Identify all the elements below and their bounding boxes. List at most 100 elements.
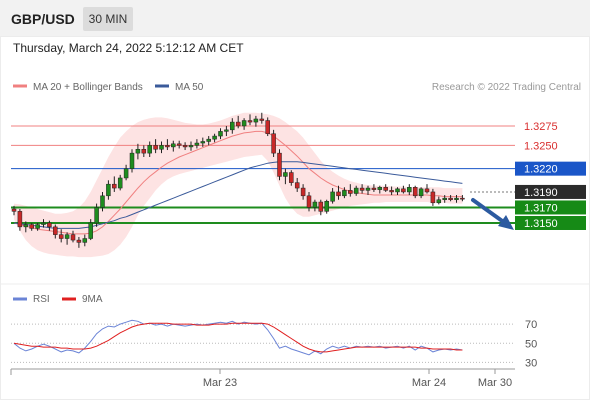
candle <box>53 224 58 239</box>
candle <box>277 149 282 181</box>
candle-body <box>359 187 365 191</box>
candle <box>306 191 312 212</box>
candle-body <box>17 211 23 228</box>
candle-body <box>153 145 158 150</box>
candle-body <box>171 143 176 148</box>
candle <box>117 174 123 191</box>
candle <box>324 199 329 214</box>
candle <box>265 117 270 137</box>
resistance-label: 1.3250 <box>524 140 558 152</box>
candle <box>112 176 117 192</box>
last-price-label: 1.3190 <box>524 187 558 199</box>
candle-body <box>383 187 388 191</box>
candle <box>336 185 341 200</box>
timeframe-badge[interactable]: 30 MIN <box>83 7 133 31</box>
candle-body <box>106 183 111 197</box>
candlesticks <box>11 112 465 248</box>
time-axis: Mar 23 Mar 24 Mar 30 <box>10 368 515 389</box>
candle-body <box>330 191 335 202</box>
candle <box>147 141 152 158</box>
candle-body <box>265 120 270 134</box>
candle <box>29 222 34 231</box>
ma9-line <box>13 322 463 353</box>
candle <box>359 184 365 194</box>
candle-body <box>206 138 211 142</box>
candle <box>230 118 235 134</box>
candle-body <box>460 197 465 200</box>
candle-body <box>418 188 424 197</box>
ma50-legend-label: MA 50 <box>175 82 204 93</box>
candle <box>153 139 158 154</box>
last-price-tag <box>515 184 586 199</box>
candle <box>401 185 406 194</box>
candle <box>259 112 265 124</box>
candle <box>407 184 412 196</box>
candle-body <box>200 141 206 144</box>
candle-body <box>100 195 105 208</box>
candle-body <box>277 152 282 177</box>
support-label: 1.3170 <box>524 202 558 214</box>
candle-body <box>283 172 288 177</box>
candle-body <box>165 145 170 148</box>
candle-body <box>47 222 52 228</box>
candle-body <box>306 195 312 208</box>
candle-body <box>230 121 235 131</box>
candle-body <box>94 207 99 224</box>
candle-body <box>389 190 394 193</box>
candle-body <box>112 183 117 189</box>
candle-body <box>129 152 135 169</box>
candle-body <box>271 133 276 154</box>
candle <box>436 196 442 205</box>
time-axis-label: Mar 23 <box>203 377 237 389</box>
candle <box>330 188 335 204</box>
bollinger-bands <box>14 112 463 258</box>
candle <box>94 203 99 227</box>
instrument-name: GBP/USD <box>11 11 75 27</box>
candle <box>200 137 206 147</box>
candle-body <box>454 197 459 200</box>
candle-body <box>430 191 436 204</box>
candle <box>100 191 105 212</box>
ma9-legend-label: 9MA <box>82 294 103 305</box>
rsi-tick-label: 30 <box>525 357 537 369</box>
candle-body <box>176 143 182 146</box>
candle <box>182 142 188 151</box>
candle <box>241 118 247 130</box>
candle-body <box>412 187 418 197</box>
candle-body <box>312 201 318 208</box>
price-level-labels: 1.3275 1.3250 1.3220 1.3190 1.3170 1.3150 <box>515 121 586 230</box>
candle-body <box>64 234 70 239</box>
rsi-tick-label: 50 <box>525 338 537 350</box>
candle-body <box>53 226 58 235</box>
rsi-legend-label: RSI <box>33 294 50 305</box>
candle <box>176 140 182 149</box>
candle <box>212 133 217 143</box>
candle <box>389 186 394 196</box>
time-axis-label: Mar 24 <box>412 377 446 389</box>
candle <box>430 188 436 206</box>
candle <box>47 220 52 231</box>
bollinger-band-area <box>14 112 463 258</box>
header-bar: GBP/USD 30 MIN <box>0 0 590 36</box>
candle <box>448 195 453 202</box>
candle-body <box>212 135 217 140</box>
support-label: 1.3150 <box>524 218 558 230</box>
candle-body <box>123 168 129 179</box>
candle <box>318 199 324 216</box>
candle-body <box>141 148 147 154</box>
time-axis-label: Mar 30 <box>478 377 512 389</box>
candle-body <box>371 187 377 190</box>
candle-body <box>253 118 259 123</box>
candle <box>165 139 170 151</box>
candle-body <box>159 145 164 150</box>
candle <box>70 230 76 243</box>
candle-body <box>117 177 123 189</box>
candle-body <box>235 121 241 127</box>
rsi-tick-label: 70 <box>525 319 537 331</box>
candle <box>11 205 17 216</box>
ma20-legend-label: MA 20 + Bollinger Bands <box>33 82 143 93</box>
candle-body <box>395 188 400 193</box>
candle <box>82 234 88 247</box>
candle-body <box>76 239 82 243</box>
candle-body <box>41 222 46 225</box>
